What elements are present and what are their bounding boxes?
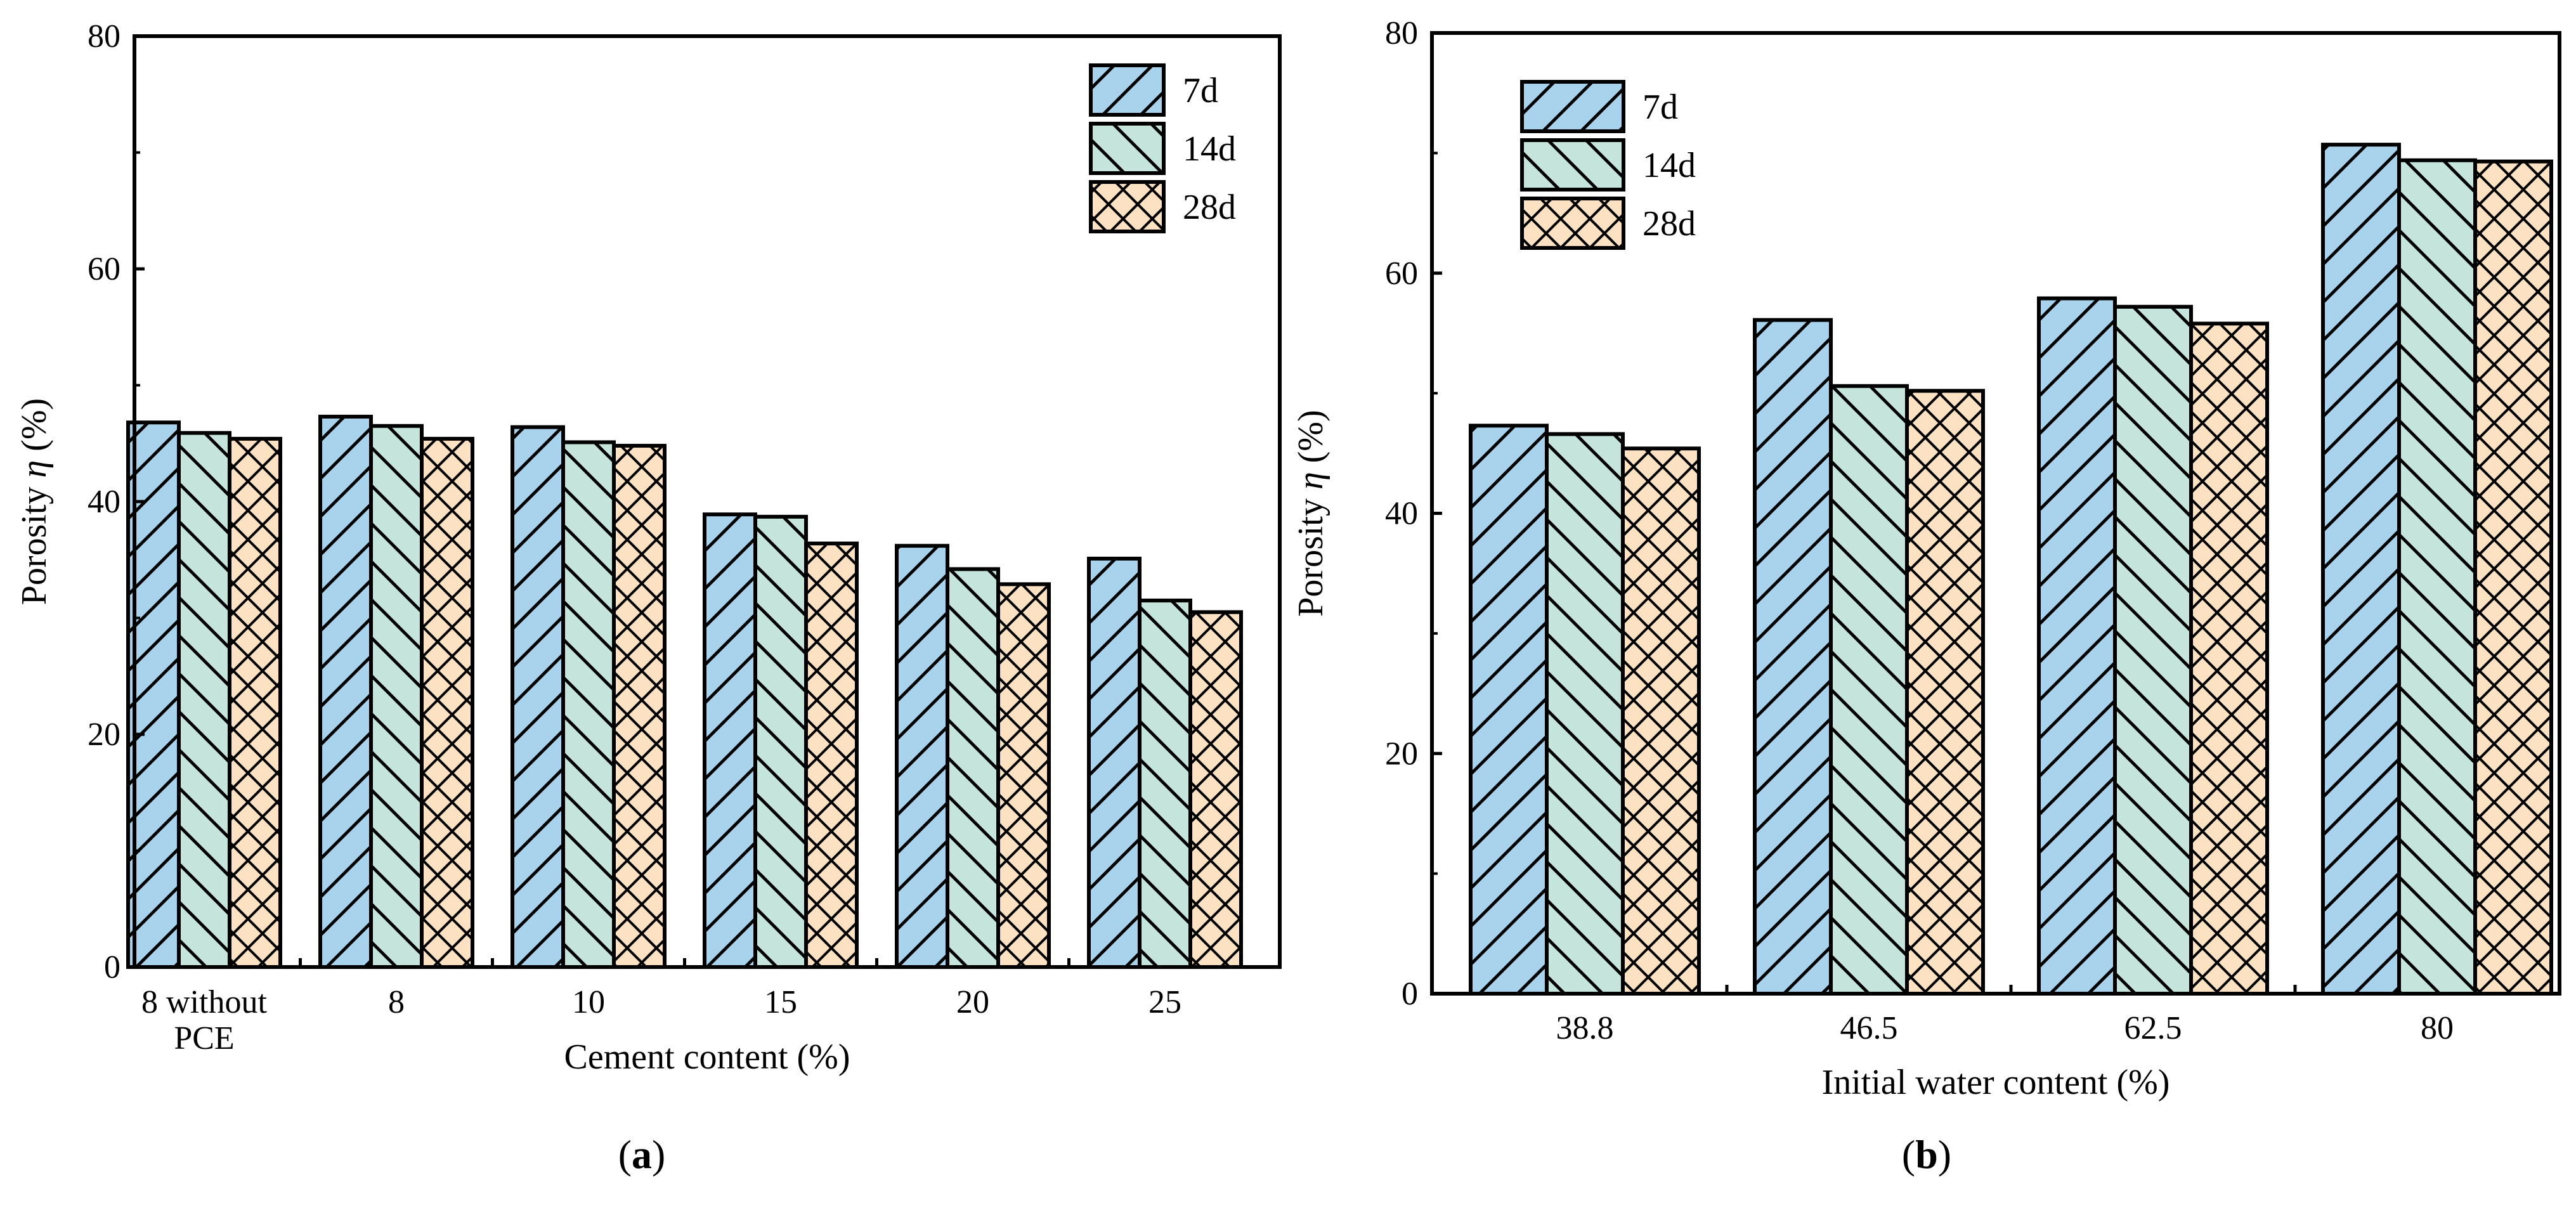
y-axis-title-b: Porosity η (%) [1291, 410, 1330, 616]
x-axis-title-a: Cement content (%) [564, 1037, 850, 1077]
y-axis-title-a: Porosity η (%) [15, 398, 54, 605]
y-axis-title-part-b-1: η [1291, 472, 1330, 490]
x-tick-label-a-5: 25 [1148, 984, 1181, 1020]
y-axis-title-part-a-2: (%) [15, 398, 54, 460]
x-axis-title-b: Initial water content (%) [1822, 1063, 2170, 1102]
legend-swatch-a-14d [1089, 122, 1166, 175]
bar-b-7d-cat0 [1469, 424, 1549, 996]
y-tick-label-b-1: 20 [1385, 736, 1418, 772]
y-tick-label-a-4: 80 [88, 18, 120, 55]
bar-a-28d-cat3 [804, 542, 859, 969]
y-axis-title-part-b-2: (%) [1291, 410, 1330, 472]
bar-a-28d-cat4 [996, 582, 1051, 969]
bar-b-14d-cat2 [2113, 304, 2193, 996]
bar-b-14d-cat1 [1829, 384, 1909, 996]
plot-frame-a [133, 34, 1282, 969]
bar-a-14d-cat5 [1138, 598, 1192, 969]
panel-label-close-b: ) [1938, 1132, 1951, 1177]
legend-label-a-28d: 28d [1183, 188, 1236, 227]
bar-a-14d-cat1 [369, 424, 424, 969]
y-axis-title-part-a-0: Porosity [15, 478, 54, 606]
panel-label-letter-a: a [632, 1132, 652, 1177]
legend-label-b-14d: 14d [1643, 146, 1696, 185]
bar-a-14d-cat3 [753, 514, 808, 969]
bar-b-7d-cat1 [1753, 318, 1833, 996]
bar-b-28d-cat1 [1905, 389, 1985, 996]
bar-a-7d-cat1 [318, 415, 373, 969]
panel-label-close-a: ) [652, 1132, 665, 1177]
x-tick-label-b-2: 62.5 [2124, 1010, 2182, 1046]
panel-label-a: (a) [618, 1132, 666, 1177]
bar-a-7d-cat3 [703, 512, 757, 969]
bar-b-14d-cat3 [2397, 158, 2477, 996]
y-tick-label-b-3: 60 [1385, 256, 1418, 292]
bar-a-28d-cat2 [612, 443, 667, 969]
y-tick-label-b-2: 40 [1385, 496, 1418, 532]
x-tick-label-a-0: 8 without [141, 984, 267, 1020]
x-tick-label-b-3: 80 [2421, 1010, 2454, 1046]
legend-label-a-14d: 14d [1183, 129, 1236, 169]
legend-label-b-7d: 7d [1643, 88, 1678, 127]
panel-label-b: (b) [1902, 1132, 1951, 1177]
legend-swatch-a-7d [1089, 63, 1166, 117]
bar-a-14d-cat2 [561, 440, 616, 969]
bar-a-28d-cat5 [1188, 610, 1243, 969]
legend-swatch-b-7d [1520, 80, 1625, 133]
y-axis-title-part-b-0: Porosity [1291, 490, 1330, 617]
bar-b-14d-cat0 [1545, 432, 1625, 996]
bar-a-28d-cat0 [228, 436, 282, 969]
y-tick-label-b-0: 0 [1402, 976, 1418, 1012]
bar-b-28d-cat3 [2473, 159, 2553, 996]
x-tick-label-a-4: 20 [956, 984, 989, 1020]
legend-swatch-a-28d [1089, 180, 1166, 233]
bar-a-7d-cat2 [511, 425, 565, 969]
legend-label-b-28d: 28d [1643, 204, 1696, 244]
x-tick-label-b-0: 38.8 [1556, 1010, 1614, 1046]
x-tick-label-a-0-line2: PCE [174, 1020, 234, 1056]
bar-a-7d-cat4 [895, 543, 949, 969]
plot-frame-b [1430, 31, 2561, 996]
panel-label-open-a: ( [618, 1132, 632, 1177]
legend-swatch-b-14d [1520, 138, 1625, 192]
y-tick-label-a-3: 60 [88, 251, 120, 287]
bar-a-14d-cat0 [177, 431, 231, 969]
y-axis-title-part-a-1: η [15, 460, 54, 478]
x-tick-label-a-2: 10 [572, 984, 605, 1020]
y-tick-label-b-4: 80 [1385, 15, 1418, 51]
x-tick-label-a-1: 8 [388, 984, 405, 1020]
bar-b-28d-cat0 [1621, 446, 1701, 996]
chart-panel-b: 38.8 46.5 62.5 80 0 20 40 60 80 Initial water con… [1291, 15, 2561, 1177]
y-tick-label-a-2: 40 [88, 484, 120, 520]
x-tick-label-b-1: 46.5 [1840, 1010, 1898, 1046]
legend-label-a-7d: 7d [1183, 71, 1218, 110]
bar-b-28d-cat2 [2189, 321, 2269, 996]
bar-b-7d-cat3 [2321, 143, 2401, 996]
panel-label-open-b: ( [1902, 1132, 1915, 1177]
bar-a-7d-cat0 [126, 420, 181, 969]
bar-b-7d-cat2 [2037, 296, 2117, 996]
x-tick-label-a-3: 15 [764, 984, 797, 1020]
panel-label-letter-b: b [1915, 1132, 1938, 1177]
bar-a-28d-cat1 [420, 436, 474, 969]
legend-swatch-b-28d [1520, 197, 1625, 250]
y-tick-label-a-0: 0 [104, 949, 120, 985]
y-tick-label-a-1: 20 [88, 717, 120, 753]
bar-a-14d-cat4 [946, 567, 1000, 969]
bar-a-7d-cat5 [1087, 556, 1142, 969]
